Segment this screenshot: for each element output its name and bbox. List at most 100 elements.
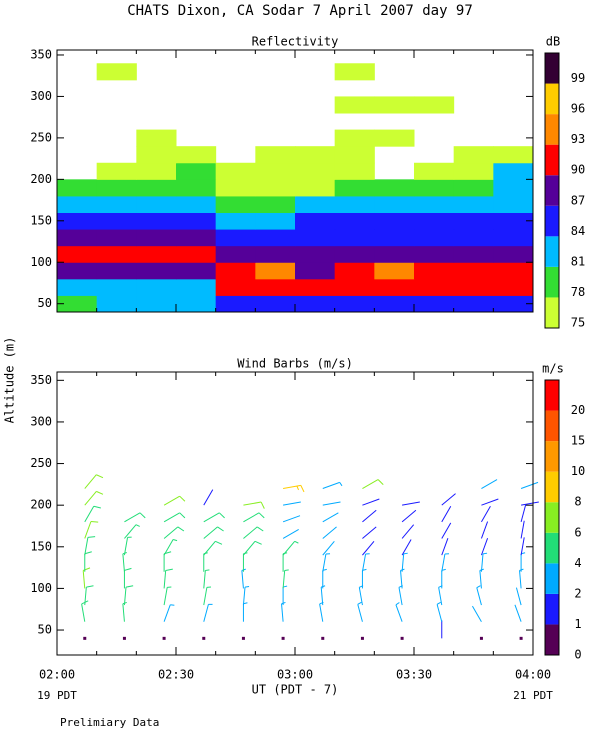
wind-barb <box>84 521 99 539</box>
barb-staff <box>283 484 301 490</box>
calm-marker <box>83 636 87 640</box>
barb-flag <box>96 474 104 479</box>
colorbar-segment <box>545 144 559 176</box>
colorbar-frame <box>544 379 560 656</box>
wind-barb <box>441 553 450 572</box>
contour-cell <box>295 179 336 197</box>
wind-barb <box>203 512 225 523</box>
wind-barb <box>479 636 483 640</box>
barb-staff <box>242 587 246 606</box>
barb-staff <box>472 605 482 622</box>
wind-barb <box>282 552 288 572</box>
contour-cell <box>493 229 534 247</box>
contour-cell <box>414 96 455 114</box>
contour-cell <box>374 295 415 313</box>
wind-barb <box>163 586 172 606</box>
contour-cell <box>453 195 494 214</box>
colorbar-segment <box>545 502 559 533</box>
wind-barb <box>282 569 289 589</box>
barb-staff <box>203 512 220 523</box>
barb-staff <box>203 604 209 622</box>
wind-barb <box>124 524 140 539</box>
contour-cell <box>255 179 296 197</box>
barb-half <box>205 569 210 571</box>
contour-cell <box>96 63 137 81</box>
barb-staff <box>282 529 299 539</box>
wind-barb <box>243 512 265 523</box>
colorbar-label: 99 <box>571 71 585 85</box>
contour-cell <box>493 179 534 197</box>
contour-cell <box>136 129 177 147</box>
barb-staff <box>81 603 86 622</box>
barb-half <box>403 552 408 555</box>
contour-cell <box>57 212 98 230</box>
barb-staff <box>322 501 341 506</box>
wind-barb <box>321 636 325 640</box>
contour-cell <box>215 229 256 247</box>
barb-staff <box>441 493 456 506</box>
barb-staff <box>400 570 403 589</box>
contour-cell <box>374 278 415 296</box>
wind-barb <box>361 568 367 589</box>
contour-cell <box>295 146 336 164</box>
wind-barb <box>203 569 210 589</box>
wind-barb <box>521 501 539 506</box>
barb-staff <box>441 522 452 539</box>
colorbar-segment <box>545 297 559 328</box>
contour-cell <box>493 212 534 230</box>
colorbar-label: 1 <box>574 617 581 631</box>
barb-half <box>243 602 248 605</box>
wind-barb <box>123 536 132 556</box>
wind-barb <box>283 501 301 506</box>
contour-cell <box>255 245 296 263</box>
wind-barb <box>242 585 250 606</box>
wind-barb <box>441 493 456 506</box>
barb-half <box>339 482 343 487</box>
wind-barb <box>203 526 224 539</box>
wind-barb <box>480 538 489 556</box>
barb-staff <box>322 512 339 523</box>
contour-cell <box>136 245 177 263</box>
wind-barb <box>357 601 363 622</box>
colorbar-segment <box>545 410 559 442</box>
colorbar-segment <box>545 266 559 298</box>
barb-staff <box>281 603 284 622</box>
contour-cell <box>176 295 217 313</box>
wind-barb <box>83 636 87 640</box>
barb-staff <box>84 474 97 489</box>
colorbar-label: 96 <box>571 102 585 116</box>
contour-cell <box>96 245 137 263</box>
contour-cell <box>334 162 375 180</box>
y-tick-label: 350 <box>30 47 52 61</box>
barb-half <box>436 601 441 605</box>
contour-cell <box>414 262 455 280</box>
calm-marker <box>519 636 523 640</box>
wind-barb <box>162 636 166 640</box>
colorbar-segment <box>545 471 559 503</box>
contour-cell <box>414 195 455 214</box>
barb-staff <box>84 537 89 556</box>
barb-staff <box>322 526 337 539</box>
contour-cell <box>414 229 455 247</box>
wind-barb <box>163 512 186 523</box>
barb-staff <box>401 539 412 556</box>
wind-barb <box>520 504 527 522</box>
wind-barb <box>514 604 522 622</box>
y-tick-label: 150 <box>30 539 52 553</box>
barb-flag <box>217 526 224 532</box>
contour-cell <box>414 295 455 313</box>
barb-staff <box>476 587 482 606</box>
barb-staff <box>362 526 377 539</box>
contour-cell <box>493 295 534 313</box>
contour-cell <box>295 162 336 180</box>
contour-cell <box>295 195 336 214</box>
contour-cell <box>414 245 455 263</box>
colorbar-unit: dB <box>546 35 560 49</box>
contour-cell <box>136 146 177 164</box>
x-tick-label: 03:00 <box>277 668 313 682</box>
barb-staff <box>520 504 527 522</box>
barb-staff <box>123 587 127 606</box>
contour-cell <box>255 146 296 164</box>
contour-cell <box>96 179 137 197</box>
